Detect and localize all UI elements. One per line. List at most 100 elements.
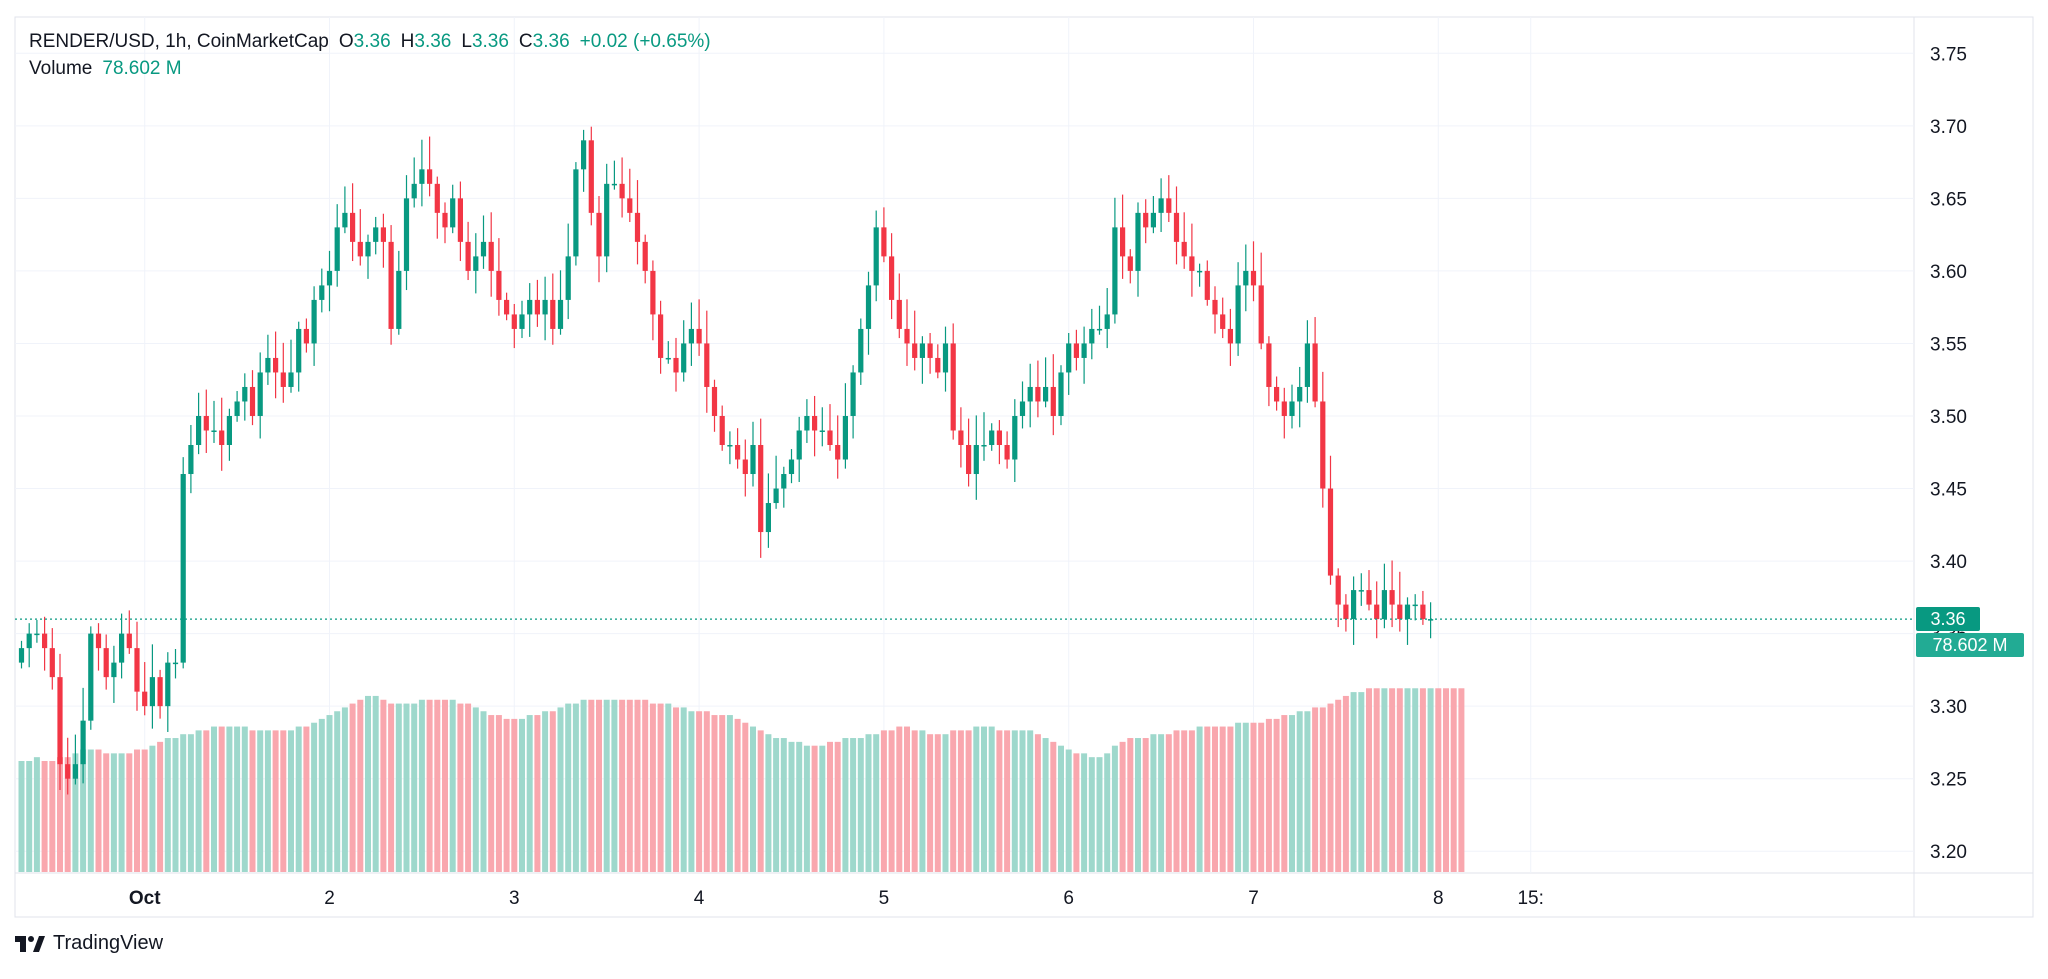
candle-body (1274, 386, 1280, 402)
volume-bar (357, 699, 364, 872)
candle-body (1289, 401, 1295, 416)
candle-body (1420, 604, 1426, 620)
legend-volume-label[interactable]: Volume (29, 58, 93, 79)
volume-bar (1027, 730, 1034, 872)
volume-bar (272, 730, 279, 872)
legend-close-value: 3.36 (532, 31, 570, 52)
candle-body (134, 648, 140, 692)
candle-body (126, 633, 132, 649)
time-tick-label: 15: (1517, 888, 1543, 909)
price-tick-label: 3.60 (1930, 262, 1967, 283)
volume-bar (1011, 730, 1018, 872)
candle-body (904, 328, 910, 344)
candle-body (403, 198, 410, 271)
volume-bar (495, 715, 502, 872)
candle-body (889, 256, 895, 300)
price-tick-label: 3.30 (1930, 697, 1967, 718)
candle-body (1127, 256, 1133, 271)
candle-body (280, 372, 286, 387)
volume-bar (1373, 688, 1380, 872)
candle-body (704, 343, 710, 387)
volume-bar (1181, 730, 1188, 872)
time-tick-label: 7 (1248, 888, 1259, 909)
candles (18, 126, 1434, 795)
axes: 3.203.253.303.353.403.453.503.553.603.65… (15, 44, 1967, 909)
tradingview-brand[interactable]: TradingView (15, 932, 163, 955)
volume-bar (603, 699, 610, 872)
candle-body (1389, 590, 1395, 605)
candle-body (288, 372, 294, 387)
volume-bars (18, 688, 1465, 872)
volume-bar (249, 730, 256, 872)
candle-body (65, 764, 71, 779)
candle-body (1327, 488, 1334, 576)
volume-bar (1396, 688, 1403, 872)
volume-bar (1158, 734, 1165, 872)
legend-symbol[interactable]: RENDER/USD, 1h, CoinMarketCap (29, 31, 329, 52)
volume-bar (1450, 688, 1457, 872)
candle-body (881, 227, 887, 257)
candle-body (819, 430, 825, 432)
volume-bar (834, 741, 841, 872)
candle-body (634, 212, 641, 242)
volume-bar (1111, 745, 1118, 872)
volume-bar (511, 718, 518, 872)
volume-bar (341, 707, 348, 872)
candle-body (1204, 270, 1210, 300)
candle-body (912, 343, 918, 358)
candle-body (334, 227, 340, 271)
candle-body (873, 227, 879, 286)
volume-bar (449, 699, 456, 872)
volume-bar (172, 738, 179, 872)
candle-body (1351, 590, 1357, 620)
volume-bar (1058, 745, 1064, 872)
volume-bar (1435, 688, 1442, 872)
candle-body (919, 343, 925, 358)
chart-border (14, 16, 2034, 918)
volume-bar (665, 703, 672, 872)
candle-body (511, 314, 517, 329)
candle-body (1058, 372, 1064, 416)
candle-body (473, 256, 479, 271)
legend-volume-value: 78.602 M (102, 58, 182, 79)
legend-high-value: 3.36 (414, 31, 452, 52)
candle-body (396, 270, 402, 329)
volume-bar (426, 699, 433, 872)
brand-name: TradingView (53, 932, 164, 954)
legend-close-label: C (518, 31, 533, 52)
volume-bar (1419, 688, 1426, 872)
volume-bar (1342, 695, 1349, 872)
candle-body (1297, 386, 1303, 402)
volume-bar (187, 734, 194, 872)
volume-bar (126, 753, 133, 872)
volume-bar (1404, 688, 1411, 872)
candle-body (1281, 401, 1287, 416)
volume-bar (1188, 730, 1195, 872)
volume-bar (1235, 722, 1242, 872)
volume-bar (981, 726, 987, 872)
time-tick-label: 3 (509, 888, 520, 909)
candle-body (742, 459, 748, 475)
volume-bar (1443, 688, 1449, 872)
time-tick-label: 5 (879, 888, 890, 909)
candle-body (858, 328, 864, 373)
candle-body (419, 169, 425, 184)
candle-body (711, 386, 718, 416)
candle-body (1096, 328, 1103, 331)
volume-bar (395, 703, 402, 872)
candle-body (1243, 270, 1249, 286)
candle-body (273, 357, 279, 373)
volume-bar (372, 695, 379, 872)
candle-body (942, 343, 949, 373)
volume-bar (1196, 726, 1203, 872)
volume-bar (765, 734, 772, 872)
volume-bar (588, 699, 595, 872)
volume-bar (1034, 734, 1041, 872)
candle-body (1050, 386, 1056, 416)
candle-body (1266, 343, 1272, 387)
candle-body (188, 445, 194, 475)
volume-bar (1119, 741, 1126, 872)
price-tick-label: 3.65 (1930, 189, 1967, 210)
